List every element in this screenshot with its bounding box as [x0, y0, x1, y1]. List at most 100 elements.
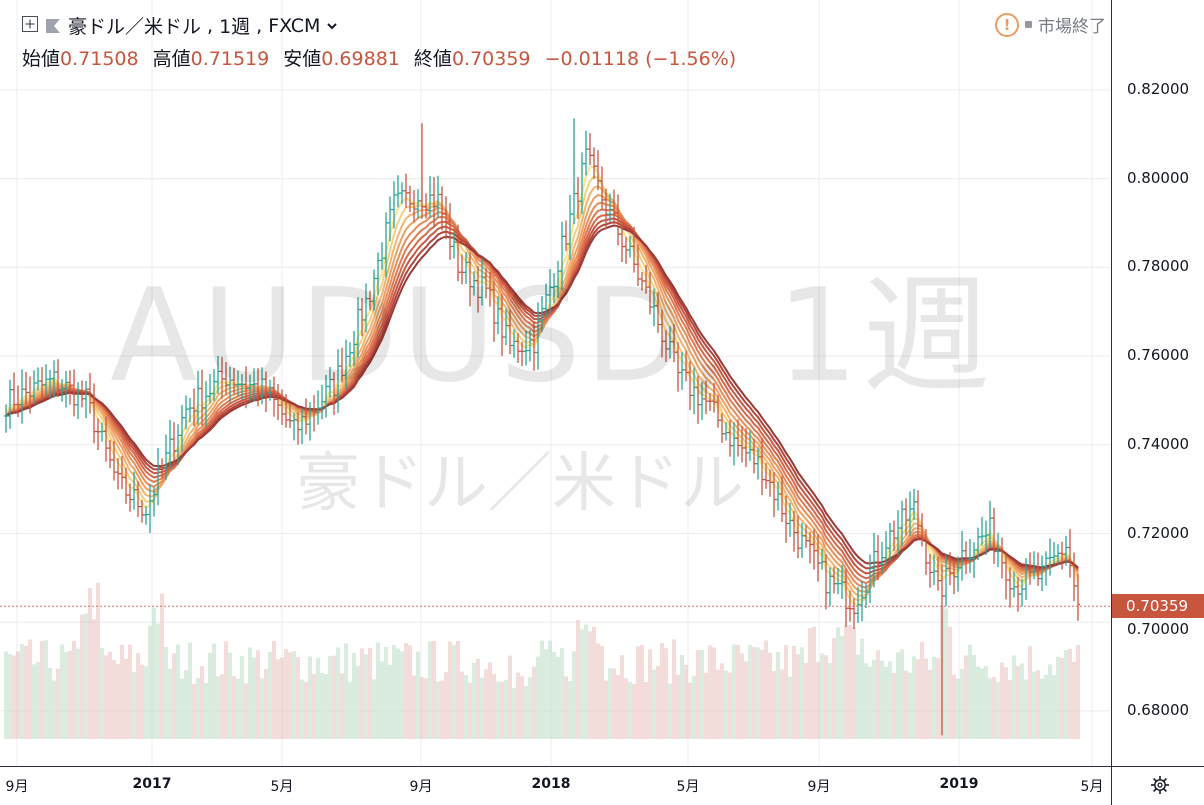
ohlc-bar — [888, 522, 892, 562]
volume-bar — [928, 669, 932, 739]
chevron-down-icon[interactable] — [326, 21, 338, 31]
ohlc-bar — [288, 403, 292, 428]
volume-bar — [264, 669, 268, 739]
ohlc-bar — [124, 467, 128, 504]
ohlc-bar — [64, 370, 68, 408]
volume-bar — [740, 653, 744, 739]
ohlc-bar — [748, 430, 752, 461]
ohlc-bar — [644, 265, 648, 294]
ohlc-bar — [908, 491, 912, 537]
exclamation-circle-icon[interactable]: ! — [995, 12, 1019, 37]
ohlc-bar — [356, 297, 360, 358]
volume-bar — [848, 625, 852, 739]
volume-bar — [996, 681, 1000, 739]
ohlc-bar — [912, 488, 916, 521]
volume-bar — [384, 646, 388, 739]
chart-plot-area[interactable] — [0, 0, 1110, 766]
volume-bar — [720, 663, 724, 739]
volume-bar — [872, 659, 876, 739]
volume-bar — [748, 644, 752, 739]
volume-bar — [524, 686, 528, 739]
volume-bar — [148, 625, 152, 739]
ohlc-bar — [252, 368, 256, 402]
volume-bar — [364, 654, 368, 739]
volume-bar — [268, 651, 272, 739]
volume-bar — [832, 638, 836, 739]
ohlc-bar — [236, 370, 240, 397]
interval-label[interactable]: 1週 — [219, 16, 251, 38]
volume-bar — [732, 644, 736, 739]
volume-bar — [28, 639, 32, 739]
volume-bar — [1004, 667, 1008, 739]
volume-bar — [980, 668, 984, 739]
gear-icon[interactable] — [1150, 775, 1170, 795]
volume-bar — [156, 623, 160, 739]
ohlc-bar — [604, 188, 608, 230]
volume-bar — [608, 668, 612, 739]
time-tick-label: 9月 — [5, 779, 29, 795]
ohlc-bar — [684, 350, 688, 382]
volume-bar — [60, 644, 64, 739]
low-value: 0.69881 — [321, 48, 400, 70]
volume-bar — [44, 640, 48, 739]
volume-bar — [400, 651, 404, 739]
ohlc-bar — [1048, 538, 1052, 576]
volume-bar — [640, 644, 644, 739]
ohlc-bar — [808, 531, 812, 564]
volume-bar — [252, 657, 256, 739]
price-tick-label: 0.68000 — [1127, 700, 1190, 719]
volume-bar — [768, 652, 772, 739]
ohlc-bar — [692, 367, 696, 415]
volume-bar — [92, 619, 96, 739]
ohlc-bar — [184, 395, 188, 430]
volume-bar — [644, 682, 648, 739]
volume-bar — [132, 671, 136, 739]
ohlc-bar — [800, 522, 804, 558]
volume-bar — [1028, 646, 1032, 739]
plus-square-icon[interactable] — [22, 16, 38, 32]
volume-bar — [164, 647, 168, 739]
volume-bar — [628, 681, 632, 739]
volume-bar — [324, 673, 328, 739]
ohlc-bar — [476, 266, 480, 313]
volume-bar — [56, 668, 60, 739]
ohlc-bar — [420, 123, 424, 219]
volume-bar — [316, 657, 320, 739]
ohlc-bar — [432, 177, 436, 227]
ohlc-bar — [436, 175, 440, 218]
ohlc-bar — [276, 383, 280, 421]
ohlc-bar — [1068, 529, 1072, 578]
ohlc-bar — [104, 416, 108, 462]
time-tick-label: 2018 — [531, 776, 571, 792]
ohlc-bar — [744, 428, 748, 468]
volume-bar — [528, 677, 532, 739]
ohlc-bar — [336, 349, 340, 413]
ohlc-bar — [688, 361, 692, 411]
volume-bar — [728, 672, 732, 739]
price-axis[interactable]: 0.82000 0.80000 0.78000 0.76000 0.74000 0.720… — [1111, 0, 1204, 766]
ohlc-bar — [208, 374, 212, 404]
ohlc-bar — [852, 597, 856, 629]
volume-bar — [784, 645, 788, 739]
price-tick-label: 0.76000 — [1127, 346, 1190, 365]
volume-bar — [944, 608, 948, 739]
price-tick-label: 0.78000 — [1127, 257, 1190, 276]
symbol-name[interactable]: 豪ドル／米ドル — [68, 16, 202, 38]
ohlc-bar — [24, 371, 28, 405]
ohlc-bar — [316, 390, 320, 425]
ohlc-bar — [828, 567, 832, 607]
low-label: 安値 — [283, 48, 322, 70]
volume-bar — [948, 626, 952, 739]
volume-bar — [672, 639, 676, 739]
volume-bar — [600, 646, 604, 739]
ohlc-bar — [528, 330, 532, 362]
volume-bar — [172, 653, 176, 739]
time-axis[interactable]: 9月 2017 5月 9月 2018 5月 9月 2019 5月 — [0, 766, 1111, 805]
watermark-symbol: AUDUSD, 1週 — [110, 262, 995, 411]
ohlc-bar — [500, 293, 504, 357]
ohlc-bar — [168, 419, 172, 469]
volume-bar — [520, 676, 524, 739]
volume-bar — [64, 652, 68, 739]
ohlc-bar — [996, 532, 1000, 568]
volume-bar — [592, 626, 596, 739]
